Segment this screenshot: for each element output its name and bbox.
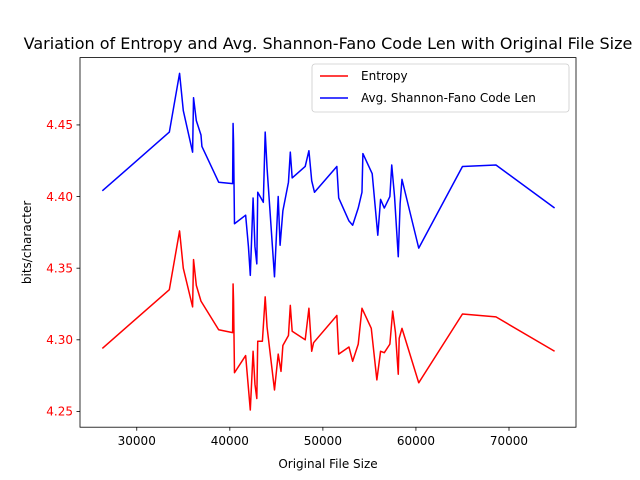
x-axis-title: Original File Size	[278, 457, 377, 471]
series-line-entropy	[101, 230, 555, 411]
y-tick-label: 4.40	[46, 190, 73, 204]
x-axis-ticks: 30000 40000 50000 60000 70000	[118, 427, 528, 448]
y-tick-label: 4.35	[46, 261, 73, 275]
plot-frame	[79, 57, 577, 428]
y-tick-label: 4.25	[46, 405, 73, 419]
series-line-avg-shannon-fano	[101, 72, 556, 278]
y-tick-label: 4.45	[46, 118, 73, 132]
series-layer	[101, 72, 556, 411]
legend-label-avg-shannon-fano: Avg. Shannon-Fano Code Len	[361, 91, 536, 105]
y-tick-label: 4.30	[46, 333, 73, 347]
legend-label-entropy: Entropy	[361, 69, 408, 83]
legend: Entropy Avg. Shannon-Fano Code Len	[311, 63, 570, 113]
legend-box	[311, 63, 570, 113]
x-tick-label: 40000	[211, 434, 249, 448]
chart-title: Variation of Entropy and Avg. Shannon-Fa…	[24, 34, 633, 53]
x-tick-label: 30000	[118, 434, 156, 448]
plot-area	[80, 57, 576, 428]
x-tick-label: 70000	[490, 434, 528, 448]
y-axis-title: bits/character	[20, 201, 34, 284]
x-tick-label: 50000	[304, 434, 342, 448]
x-tick-label: 60000	[397, 434, 435, 448]
y-axis-ticks: 4.25 4.30 4.35 4.40 4.45	[46, 118, 80, 419]
